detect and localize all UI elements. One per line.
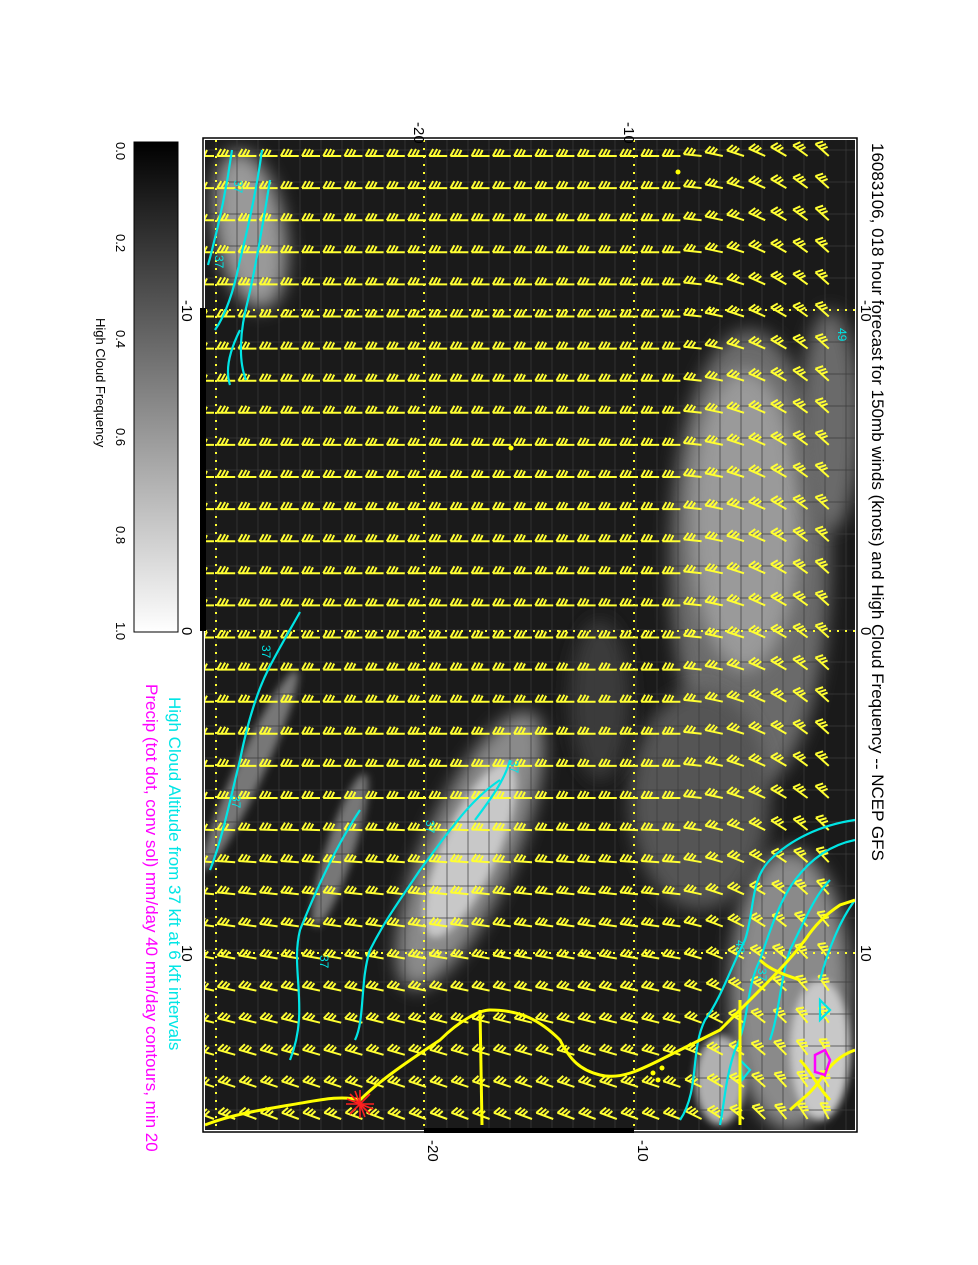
- left-tick-label: -10: [178, 300, 195, 322]
- colorbar-label: High Cloud Frequency: [93, 318, 108, 448]
- tropical-cyclone-icon: [346, 1090, 374, 1118]
- colorbar-tick: 0.0: [113, 142, 128, 160]
- right-tick-label: 0: [857, 627, 874, 635]
- contour-label: 37: [231, 180, 245, 194]
- contour-label: 37: [212, 255, 226, 269]
- map-panel: 37 37 37 37 37 37 37 43 37 49 -20 -10 -2…: [178, 122, 874, 1162]
- map-edge-bar: [424, 1128, 634, 1133]
- precip-legend: Precip (tot dot, conv sol) mm/day 40 mm/…: [142, 684, 161, 1152]
- colorbar-tick: 0.2: [113, 234, 128, 252]
- contour-labels: 37 37 37 37 37 37 37 43 37 49: [212, 180, 849, 982]
- colorbar: 0.0 0.2 0.4 0.6 0.8 1.0 High Cloud Frequ…: [93, 141, 179, 640]
- bottom-tick-label: -10: [634, 1140, 651, 1162]
- right-tick-label: -10: [857, 300, 874, 322]
- grid-lines: [205, 140, 855, 1130]
- contour-label: 37: [317, 955, 331, 969]
- top-tick-label: -20: [410, 122, 427, 144]
- map-edge-bar: [200, 308, 206, 631]
- contour-label: 49: [835, 328, 849, 342]
- bottom-tick-label: -20: [424, 1140, 441, 1162]
- left-tick-label: 0: [178, 627, 195, 635]
- right-tick-label: 10: [857, 945, 874, 962]
- colorbar-tick: 0.6: [113, 428, 128, 446]
- contour-label: 37: [755, 968, 769, 982]
- coastline: [205, 898, 855, 1127]
- colorbar-tick: 0.8: [113, 526, 128, 544]
- figure-title: 16083106, 018 hour forecast for 150mb wi…: [868, 143, 887, 861]
- left-tick-label: 10: [178, 945, 195, 962]
- cloud-altitude-legend: High Cloud Altitude from 37 kft at 6 kft…: [165, 697, 184, 1050]
- colorbar-tick: 0.4: [113, 330, 128, 348]
- contour-label: 37: [229, 795, 243, 809]
- map-tick-labels: -20 -10 -20 -10 -10 0 10 -10 0 10: [178, 122, 874, 1162]
- precip-contour: [813, 1048, 832, 1077]
- contour-label: 43: [733, 940, 747, 954]
- contour-label: 37: [423, 820, 437, 834]
- top-tick-label: -10: [620, 122, 637, 144]
- graticule: [205, 140, 855, 1130]
- colorbar-gradient: [133, 141, 179, 633]
- colorbar-tick: 1.0: [113, 622, 128, 640]
- contour-label: 37: [259, 645, 273, 659]
- contour-label: 37: [507, 760, 521, 774]
